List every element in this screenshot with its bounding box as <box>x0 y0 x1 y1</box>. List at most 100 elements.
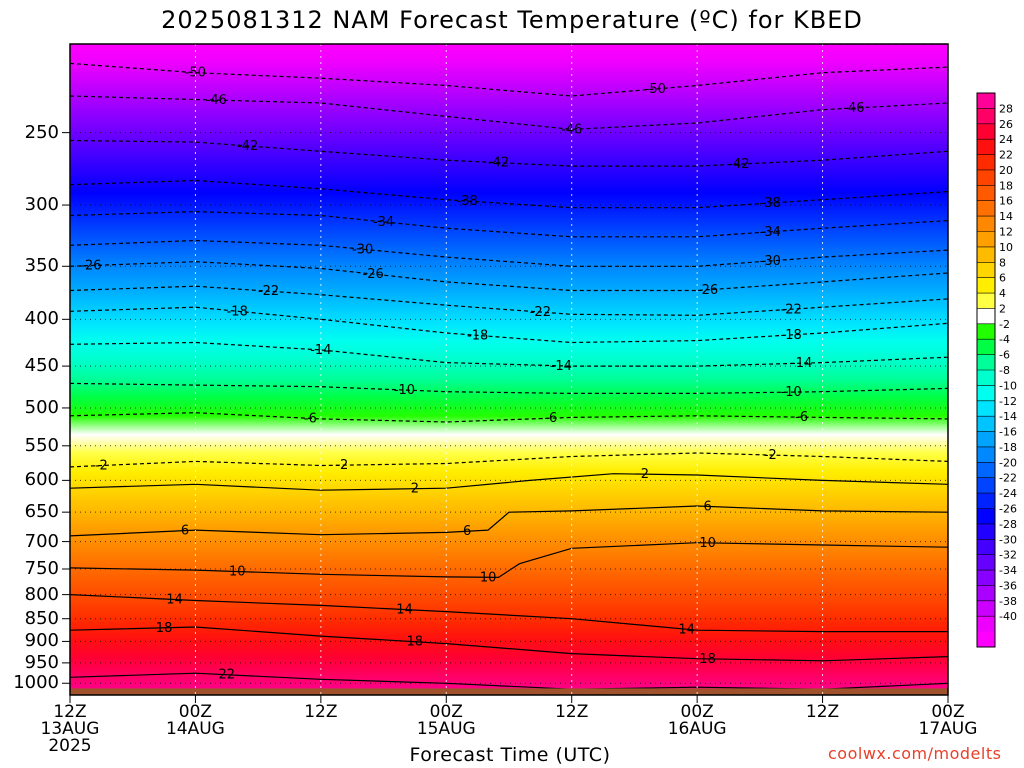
y-tick-label: 550 <box>24 434 59 456</box>
colorbar-swatch <box>977 400 995 417</box>
colorbar-label: -10 <box>999 379 1017 392</box>
isotherm-label: -26 <box>697 283 718 298</box>
isotherm-label: -6 <box>795 410 808 425</box>
colorbar-label: -22 <box>999 472 1017 485</box>
x-tick-label: 00Z <box>680 702 714 722</box>
x-tick-label: 00Z <box>931 702 965 722</box>
colorbar-label: -18 <box>999 441 1017 454</box>
isotherm-label: 14 <box>396 603 413 618</box>
isotherm-label: -18 <box>781 328 802 343</box>
colorbar-swatch <box>977 185 995 202</box>
isotherm-label: 10 <box>699 536 716 551</box>
x-tick-label: 12Z <box>555 702 589 722</box>
isotherm-label: -38 <box>457 194 478 209</box>
isotherm-label: -14 <box>791 356 812 371</box>
isotherm-label: -2 <box>95 459 108 474</box>
y-tick-label: 750 <box>24 557 59 579</box>
colorbar-label: 18 <box>999 179 1013 192</box>
isotherm-label: -10 <box>781 385 802 400</box>
colorbar-swatch <box>977 539 995 556</box>
isotherm-label: 14 <box>678 622 695 637</box>
colorbar-label: 24 <box>999 133 1013 146</box>
isotherm-label: -18 <box>227 304 248 319</box>
isotherm-label: -46 <box>843 101 864 116</box>
isotherm-label: -46 <box>206 93 227 108</box>
isotherm-label: 18 <box>407 635 424 650</box>
isotherm-line <box>70 505 948 537</box>
colorbar-swatch <box>977 616 995 633</box>
colorbar-label: -36 <box>999 579 1017 592</box>
plot-frame <box>69 43 949 696</box>
isotherm-label: -34 <box>373 215 394 230</box>
y-tick-label: 450 <box>24 355 59 377</box>
isotherm-line <box>815 44 948 45</box>
colorbar-swatch <box>977 93 995 109</box>
colorbar-label: -8 <box>999 364 1010 377</box>
isotherm-label: -22 <box>258 284 279 299</box>
colorbar-label: 20 <box>999 164 1013 177</box>
isotherm-label: 10 <box>480 570 497 585</box>
isotherm-label: -2 <box>764 448 777 463</box>
isotherm-label: -42 <box>237 139 258 154</box>
y-tick-label: 900 <box>24 630 59 652</box>
colorbar-swatch <box>977 631 995 648</box>
isotherm-label: -54 <box>488 21 509 36</box>
colorbar-label: 28 <box>999 102 1013 115</box>
ground-strip <box>70 688 948 695</box>
colorbar-label: 4 <box>999 287 1006 300</box>
isotherm-label: 18 <box>156 621 173 636</box>
colorbar-swatch <box>977 523 995 540</box>
isotherm-line <box>70 382 948 394</box>
isotherm-label: -42 <box>728 157 749 172</box>
colorbar-swatch <box>977 431 995 448</box>
isotherm-label: -22 <box>781 302 802 317</box>
y-tick-label: 700 <box>24 530 59 552</box>
y-tick-label: 350 <box>24 255 59 277</box>
isotherm-label: -2 <box>335 458 348 473</box>
colorbar-label: -30 <box>999 533 1017 546</box>
colorbar-label: -4 <box>999 333 1010 346</box>
colorbar-swatch <box>977 139 995 156</box>
colorbar-swatch <box>977 246 995 263</box>
isotherm-line <box>70 542 948 579</box>
isotherm-label: 18 <box>699 652 716 667</box>
colorbar-swatch <box>977 477 995 494</box>
isotherm-label: 22 <box>219 668 236 683</box>
isotherm-label: -26 <box>363 267 384 282</box>
colorbar-label: 14 <box>999 210 1013 223</box>
x-tick-label: 2025 <box>48 736 92 756</box>
colorbar-swatch <box>977 370 995 386</box>
isotherm-label: -22 <box>530 305 551 320</box>
x-tick-label: 17AUG <box>918 719 978 739</box>
colorbar-swatch <box>977 354 995 371</box>
colorbar-swatch <box>977 446 995 463</box>
isotherm-label: -50 <box>645 82 666 97</box>
colorbar-label: 2 <box>999 302 1006 315</box>
y-tick-label: 650 <box>24 501 59 523</box>
isotherm-line <box>70 626 948 662</box>
isotherm-label: 10 <box>229 564 246 579</box>
x-tick-label: 16AUG <box>667 719 727 739</box>
y-tick-label: 850 <box>24 607 59 629</box>
colorbar-swatch <box>977 339 995 356</box>
y-tick-label: 400 <box>24 308 59 330</box>
x-tick-label: 12Z <box>53 702 87 722</box>
x-tick-label: 12Z <box>304 702 338 722</box>
isotherm-label: -50 <box>185 66 206 81</box>
colorbar-label: 26 <box>999 118 1013 131</box>
y-tick-label: 600 <box>24 469 59 491</box>
colorbar-label: -6 <box>999 349 1010 362</box>
x-tick-label: 13AUG <box>40 719 100 739</box>
x-tick-label: 00Z <box>429 702 463 722</box>
y-tick-label: 950 <box>24 651 59 673</box>
isotherm-label: -34 <box>760 225 781 240</box>
isotherm-line <box>70 473 948 491</box>
isotherm-label: 6 <box>463 524 471 539</box>
colorbar-label: -14 <box>999 410 1017 423</box>
colorbar-swatch <box>977 416 995 433</box>
isotherm-label: -14 <box>551 359 572 374</box>
colorbar-swatch <box>977 123 995 140</box>
colorbar-swatch <box>977 277 995 294</box>
colorbar-label: -24 <box>999 487 1017 500</box>
isotherm-label: -18 <box>467 328 488 343</box>
